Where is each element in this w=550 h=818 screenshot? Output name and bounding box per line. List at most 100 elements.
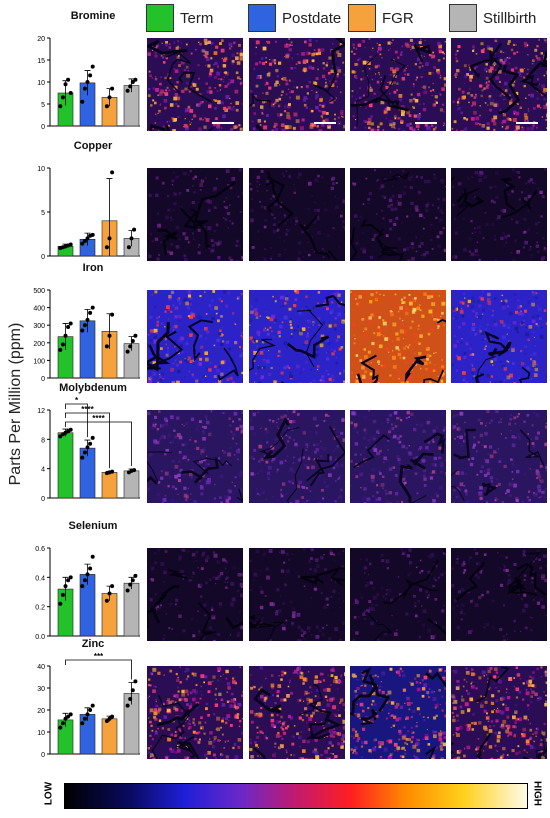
y-tick-label: 0 — [41, 752, 45, 759]
data-point — [133, 573, 138, 578]
legend-item-fgr: FGR — [348, 4, 414, 32]
data-point — [110, 584, 115, 589]
data-point — [110, 170, 115, 175]
y-tick-label: 30 — [37, 686, 45, 693]
legend-swatch-stillbirth — [449, 4, 477, 32]
panel-title: Selenium — [68, 520, 118, 532]
legend-swatch-term — [146, 4, 174, 32]
bar-chart-copper: 0 5 10 — [37, 166, 140, 261]
data-point — [80, 328, 85, 333]
data-point — [110, 469, 115, 474]
panel-title: Molybdenum — [59, 382, 127, 394]
data-point — [58, 601, 63, 606]
element-map-copper-fgr — [350, 168, 446, 261]
y-tick-label: 0.6 — [35, 546, 45, 553]
data-point — [82, 323, 87, 328]
data-point — [90, 305, 95, 310]
legend-label-postdate: Postdate — [282, 9, 342, 27]
data-point — [90, 554, 95, 559]
y-tick-label: 0 — [41, 124, 45, 131]
data-point — [110, 714, 115, 719]
data-point — [66, 324, 71, 329]
legend-label-term: Term — [180, 9, 214, 27]
error-bar — [128, 682, 135, 705]
y-tick-label: 400 — [33, 306, 45, 313]
element-map-zinc-postdate — [249, 666, 345, 759]
data-point — [80, 99, 85, 104]
data-point — [104, 245, 109, 250]
data-point — [90, 64, 95, 69]
data-point — [88, 310, 93, 315]
data-point — [85, 80, 90, 84]
panel-title: Bromine — [70, 10, 116, 22]
data-point — [58, 725, 63, 730]
y-tick-label: 10 — [37, 80, 45, 87]
data-point — [66, 77, 71, 82]
y-tick-label: 4 — [41, 467, 45, 474]
data-point — [63, 82, 68, 87]
data-point — [68, 321, 73, 326]
data-point — [68, 242, 73, 247]
data-point — [80, 584, 85, 589]
significance-label: * — [75, 396, 79, 405]
significance-label: **** — [92, 414, 105, 423]
data-point — [128, 582, 133, 587]
element-map-selenium-stillbirth — [451, 548, 547, 641]
bar-chart-zinc: 0 10 20 30 40 *** — [37, 652, 140, 759]
element-map-zinc-stillbirth — [451, 666, 547, 759]
data-point — [130, 339, 135, 344]
legend-item-postdate: Postdate — [248, 4, 341, 32]
scale-bar — [516, 122, 538, 124]
data-point — [132, 227, 137, 232]
colorbar-low-label: LOW — [43, 781, 55, 806]
intensity-colorbar — [64, 783, 528, 809]
data-point — [88, 708, 93, 712]
element-map-molybdenum-postdate — [249, 410, 345, 503]
colorbar-high-label: HIGH — [531, 781, 543, 806]
significance-bracket — [65, 421, 132, 467]
data-point — [68, 575, 73, 580]
bar-term — [57, 432, 74, 499]
element-map-zinc-term — [147, 666, 243, 759]
element-map-molybdenum-stillbirth — [451, 410, 547, 503]
element-map-selenium-postdate — [249, 548, 345, 641]
bar-fgr — [101, 718, 118, 755]
element-map-molybdenum-term — [147, 410, 243, 503]
data-point — [85, 236, 90, 241]
significance-label: *** — [94, 652, 104, 661]
element-map-iron-stillbirth — [451, 290, 547, 383]
legend-swatch-fgr — [348, 4, 376, 32]
y-tick-label: 40 — [37, 664, 45, 671]
element-map-copper-term — [147, 168, 243, 261]
data-point — [82, 239, 87, 244]
y-tick-label: 10 — [37, 730, 45, 737]
significance-bracket — [65, 659, 132, 680]
data-point — [125, 88, 130, 93]
y-tick-label: 15 — [37, 58, 45, 65]
data-point — [80, 455, 85, 460]
data-point — [88, 73, 93, 78]
bar-stillbirth — [123, 470, 140, 499]
data-point — [60, 95, 65, 100]
panel-title: Iron — [82, 262, 104, 274]
error-bar — [128, 336, 135, 351]
data-point — [128, 84, 133, 89]
data-point — [104, 344, 109, 349]
data-point — [107, 333, 112, 338]
element-map-copper-stillbirth — [451, 168, 547, 261]
y-tick-label: 20 — [37, 708, 45, 715]
error-bar — [106, 178, 113, 256]
significance-label: **** — [81, 405, 94, 414]
element-map-bromine-postdate — [249, 38, 345, 131]
data-point — [90, 232, 95, 237]
element-map-molybdenum-fgr — [350, 410, 446, 503]
data-point — [104, 104, 109, 109]
error-bar — [62, 576, 69, 601]
data-point — [82, 716, 87, 721]
element-map-bromine-fgr — [350, 38, 446, 131]
legend-swatch-postdate — [248, 4, 276, 32]
element-map-bromine-stillbirth — [451, 38, 547, 131]
y-tick-label: 0.0 — [35, 634, 45, 641]
significance-bracket — [65, 412, 110, 469]
